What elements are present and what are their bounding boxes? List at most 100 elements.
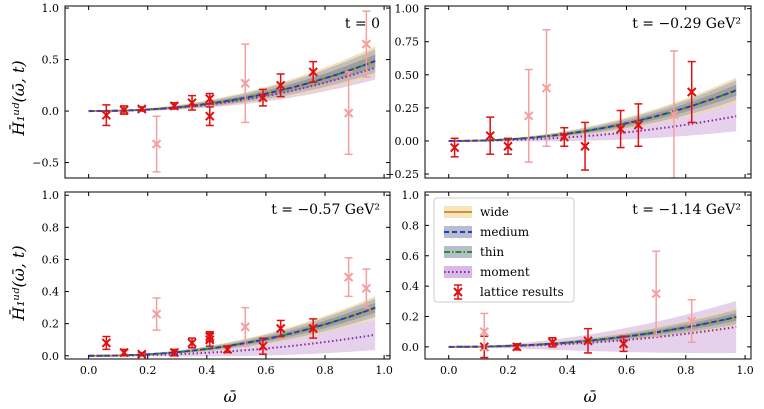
y-tick-label: 0.0 [402, 341, 420, 354]
plot-area [448, 250, 737, 359]
axes-frame [64, 5, 391, 179]
lattice-point [449, 137, 460, 158]
lattice-point [222, 344, 233, 355]
x-axis-label-left: ω̄ [223, 387, 236, 406]
y-tick-label: 0.8 [42, 221, 60, 234]
legend: wide medium thin moment lattice results [433, 197, 575, 303]
y-tick-label: 0.2 [42, 318, 60, 331]
lattice-point [308, 60, 318, 83]
x-tick-label: 0.0 [440, 364, 458, 377]
lattice-point [137, 104, 147, 114]
y-tick-label: 0.00 [395, 135, 420, 148]
lattice-point-faint [151, 115, 162, 173]
plot-area [448, 29, 737, 178]
legend-entry-medium: medium [444, 225, 530, 239]
legend-label: thin [480, 245, 504, 259]
lattice-point-faint [524, 68, 534, 163]
lattice-point [187, 94, 197, 111]
medium-line [88, 306, 376, 357]
x-tick-label: 0.6 [257, 364, 275, 377]
y-axis-label-bottom: H̄₁ᵘᵈ(ω̄, t) [7, 245, 28, 321]
lattice-point-faint [361, 10, 372, 78]
plot-area [88, 257, 376, 359]
axes-frame [424, 191, 752, 360]
x-tick-label: 0.8 [677, 364, 695, 377]
x-tick-label: 0.4 [559, 364, 577, 377]
lattice-point [101, 104, 112, 127]
medium-line [88, 60, 376, 112]
legend-entry-wide: wide [444, 205, 509, 219]
axes-frame [424, 5, 752, 179]
panel-t-0.29: −0.25 0.00 0.25 0.50 0.75 1.00 t = −0.29 GeV² [385, 3, 752, 181]
legend-label: medium [480, 225, 530, 239]
moment-line [448, 115, 737, 142]
lattice-point [559, 126, 569, 147]
lattice-point-faint [479, 312, 489, 351]
panel-title: t = −1.14 GeV² [632, 202, 741, 218]
panel-title: t = −0.57 GeV² [271, 202, 380, 218]
panel-t-1.14: 0.0 0.2 0.4 0.6 0.8 1.0 0.0 0.2 0.4 0.6 0.8 1.0 t = … [402, 189, 754, 377]
axes-frame [64, 191, 391, 360]
x-tick-label: 1.0 [736, 364, 754, 377]
x-tick-label: 0.2 [139, 364, 157, 377]
lattice-point-faint [651, 250, 661, 337]
lattice-point-faint [240, 43, 250, 124]
thin-line [448, 316, 737, 348]
lattice-point [275, 73, 286, 98]
lattice-point-faint [687, 299, 697, 344]
medium-line [448, 89, 737, 142]
lattice-point [137, 349, 147, 359]
moment-band [88, 319, 376, 357]
y-tick-label: 1.00 [395, 3, 420, 16]
lattice-point [169, 347, 180, 358]
y-tick-label: 0.5 [42, 54, 60, 67]
legend-label: moment [480, 265, 530, 279]
y-tick-label: 0.0 [42, 105, 60, 118]
y-axis-label-top: H̄₁ᵘᵈ(ω̄, t) [7, 60, 28, 136]
y-tick-label: −0.5 [32, 157, 59, 170]
lattice-point-faint [151, 297, 162, 331]
lattice-point-faint [240, 306, 250, 347]
lattice-point [485, 116, 495, 155]
y-tick-label: 0.50 [395, 69, 420, 82]
y-tick-label: −0.25 [385, 168, 419, 181]
legend-entry-thin: thin [444, 245, 504, 259]
lattice-point [169, 101, 180, 111]
legend-entry-moment: moment [444, 265, 530, 279]
y-tick-label: 0.8 [402, 219, 420, 232]
lattice-point-faint [541, 29, 552, 147]
y-tick-label: 0.2 [402, 310, 420, 323]
lattice-point [119, 105, 129, 115]
moment-band [448, 101, 737, 142]
x-tick-label: 0.4 [198, 364, 216, 377]
lattice-point [583, 327, 593, 354]
x-tick-label: 0.8 [316, 364, 334, 377]
lattice-point [503, 137, 513, 155]
plot-area [88, 10, 376, 173]
lattice-point [512, 342, 522, 352]
x-tick-label: 0.6 [618, 364, 636, 377]
x-tick-label: 0.2 [499, 364, 517, 377]
y-tick-label: 0.6 [402, 250, 420, 263]
legend-label: wide [480, 205, 509, 219]
lattice-point [205, 92, 215, 105]
y-tick-label: 1.0 [402, 189, 420, 202]
lattice-point-faint [361, 268, 372, 309]
lattice-point [205, 330, 215, 343]
moment-band [448, 301, 737, 354]
lattice-point [205, 106, 215, 127]
moment-line [88, 66, 376, 113]
y-tick-label: 1.0 [42, 189, 60, 202]
moment-line [448, 326, 737, 348]
panel-t0: −0.5 0.0 0.5 1.0 t = 0 [32, 2, 391, 179]
y-tick-label: 0.25 [395, 102, 420, 115]
y-tick-label: 0.4 [402, 280, 420, 293]
x-axis-label-right: ω̄ [583, 387, 596, 406]
lattice-point [580, 121, 590, 171]
lattice-point-faint [343, 71, 354, 156]
lattice-point-faint [669, 50, 679, 178]
y-tick-label: 0.4 [42, 286, 60, 299]
y-tick-label: 0.0 [42, 350, 60, 363]
lattice-point [275, 319, 286, 338]
